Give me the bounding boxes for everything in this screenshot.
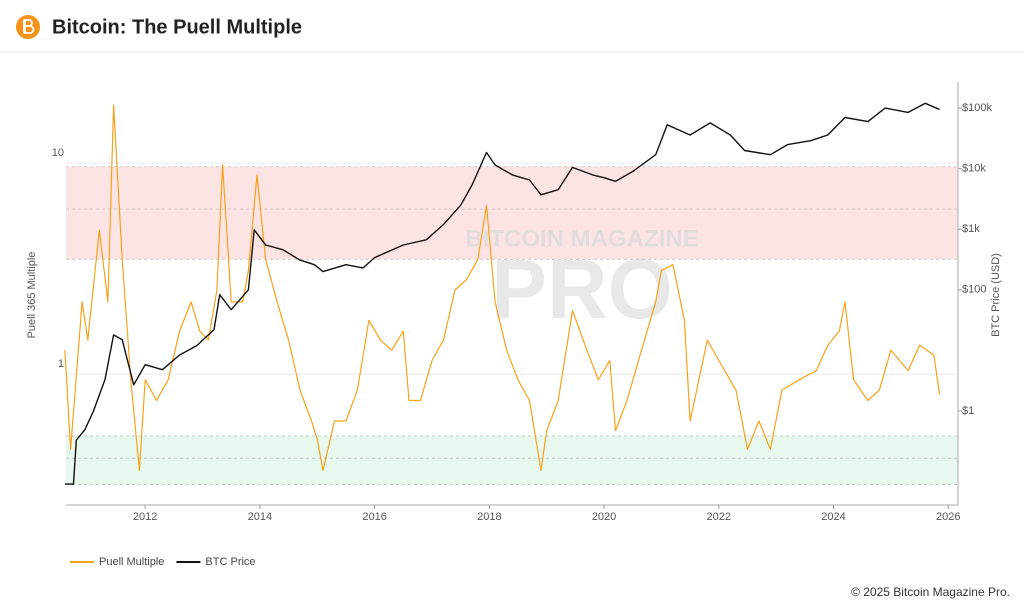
y2-tick-label: $1 — [962, 405, 974, 417]
x-tick-label: 2022 — [707, 511, 731, 523]
x-tick-label: 2018 — [477, 511, 501, 523]
y-tick-label: 10 — [52, 147, 64, 159]
zone-band — [66, 166, 958, 260]
watermark: PRO — [491, 242, 673, 336]
y-tick-label: 1 — [58, 358, 64, 370]
x-tick-label: 2014 — [248, 511, 272, 523]
series-line — [64, 102, 940, 485]
watermark: BITCOIN MAGAZINE — [465, 225, 698, 252]
y-axis-title: Puell 365 Multiple — [26, 252, 38, 339]
legend-label: BTC Price — [205, 556, 255, 568]
x-tick-label: 2016 — [362, 511, 386, 523]
page-title: Bitcoin: The Puell Multiple — [52, 16, 302, 38]
legend-label: Puell Multiple — [99, 556, 164, 568]
x-tick-label: 2012 — [133, 511, 157, 523]
x-tick-label: 2020 — [592, 511, 616, 523]
y2-tick-label: $100k — [962, 102, 992, 114]
y2-axis-title: BTC Price (USD) — [990, 253, 1002, 337]
y2-tick-label: $100 — [962, 284, 986, 296]
zone-band — [66, 435, 958, 485]
y2-tick-label: $1k — [962, 223, 980, 235]
x-tick-label: 2024 — [821, 511, 845, 523]
bitcoin-icon — [16, 15, 40, 39]
x-tick-label: 2026 — [936, 511, 960, 523]
series-line — [64, 104, 941, 471]
y2-tick-label: $10k — [962, 163, 986, 175]
bitcoin-icon-glyph — [23, 19, 35, 34]
copyright: © 2025 Bitcoin Magazine Pro. — [851, 585, 1010, 599]
